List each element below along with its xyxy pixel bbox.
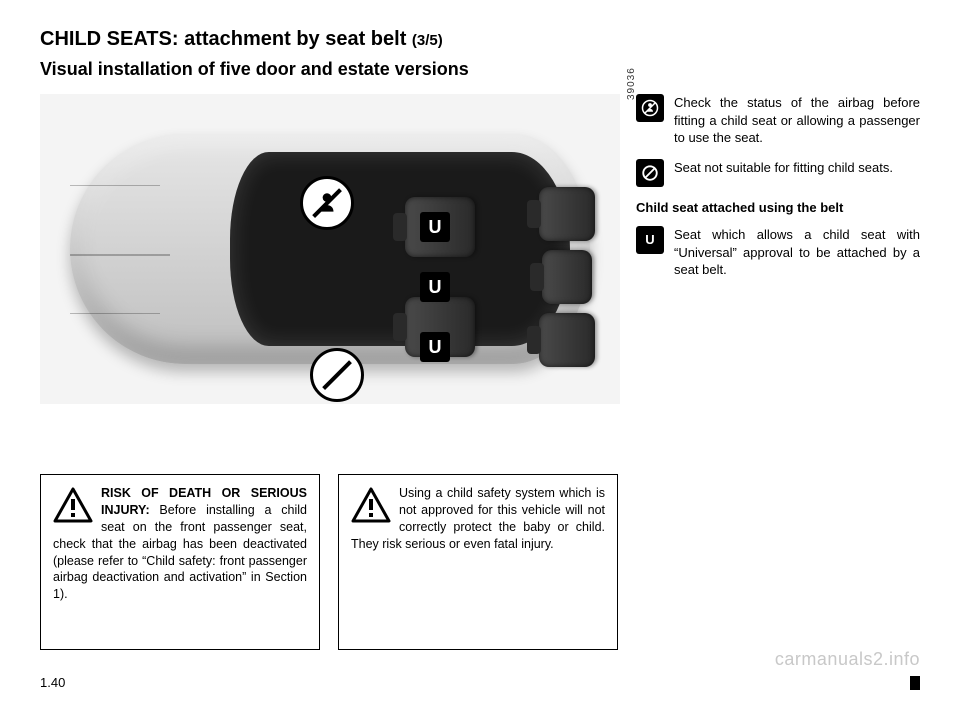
door-line (70, 313, 160, 314)
warning-icon (53, 487, 93, 523)
page-subtitle: Visual installation of five door and est… (40, 59, 920, 80)
airbag-check-legend-icon (636, 94, 664, 122)
warning-box-death: RISK OF DEATH OR SERIOUS INJURY: Before … (40, 474, 320, 650)
page-marker (910, 676, 920, 690)
car-cabin (230, 152, 570, 346)
airbag-check-text: Check the status of the airbag before fi… (674, 94, 920, 147)
page-title: CHILD SEATS: attachment by seat belt (3/… (40, 28, 920, 51)
u-marker: U (420, 272, 450, 302)
watermark: carmanuals2.info (775, 649, 920, 670)
door-line (70, 254, 170, 256)
seat-rear-middle (542, 250, 592, 304)
airbag-check-icon (300, 176, 354, 230)
seat-rear-right (539, 313, 595, 367)
car-body: U U U (70, 134, 590, 364)
not-suitable-icon (310, 348, 364, 402)
u-legend-text: Seat which allows a child seat with “Uni… (674, 226, 920, 279)
not-suitable-legend-icon (636, 159, 664, 187)
u-legend-icon: U (636, 226, 664, 254)
seat-rear-left (539, 187, 595, 241)
u-marker: U (420, 212, 450, 242)
legend: Check the status of the airbag before fi… (636, 94, 920, 404)
warning-box-unapproved: Using a child safety system which is not… (338, 474, 618, 650)
not-suitable-text: Seat not suitable for fitting child seat… (674, 159, 920, 187)
u-marker: U (420, 332, 450, 362)
door-line (70, 185, 160, 186)
belt-heading: Child seat attached using the belt (636, 199, 920, 217)
seat-diagram: 39036 (40, 94, 620, 404)
title-main: CHILD SEATS: attachment by seat belt (40, 28, 406, 50)
warning-icon (351, 487, 391, 523)
diagram-ref-number: 39036 (626, 67, 637, 100)
page-number: 1.40 (40, 675, 65, 690)
title-part: (3/5) (412, 32, 443, 49)
